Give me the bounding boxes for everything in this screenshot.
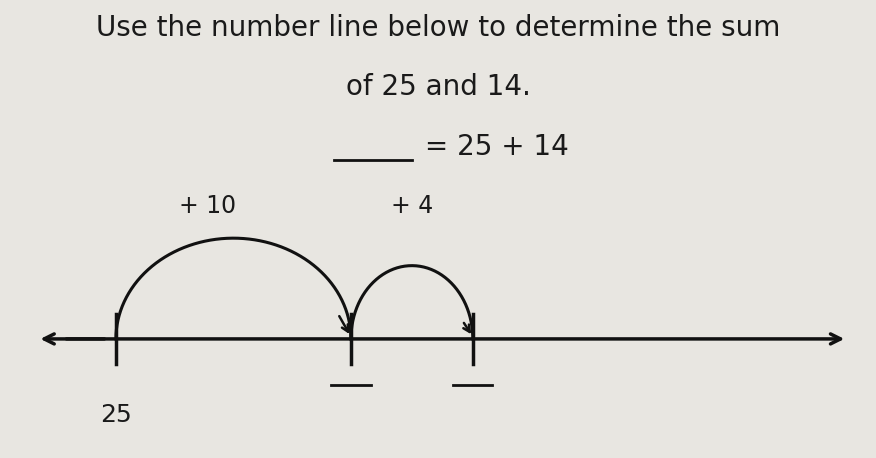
Text: + 4: + 4: [391, 194, 433, 218]
Text: + 10: + 10: [179, 194, 236, 218]
Text: of 25 and 14.: of 25 and 14.: [345, 73, 531, 101]
Text: = 25 + 14: = 25 + 14: [416, 132, 569, 161]
Text: 25: 25: [100, 403, 131, 427]
Text: Use the number line below to determine the sum: Use the number line below to determine t…: [95, 14, 781, 42]
